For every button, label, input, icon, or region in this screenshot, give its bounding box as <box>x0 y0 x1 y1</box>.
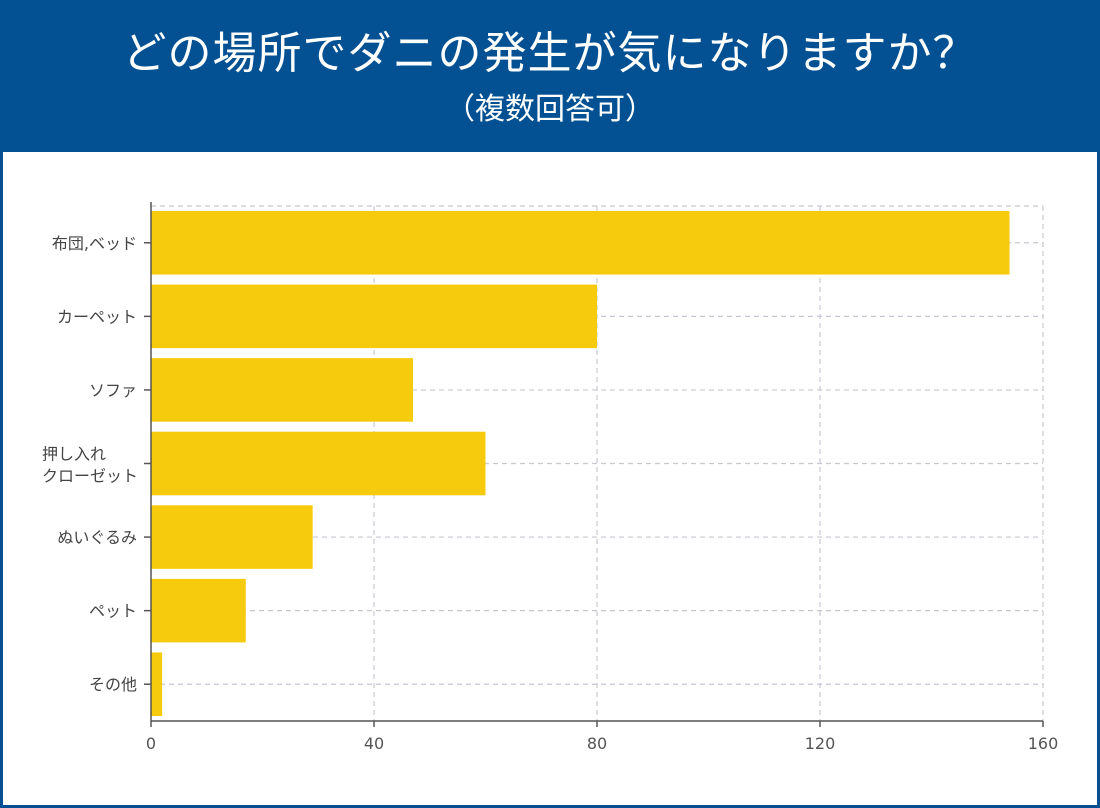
category-label: ぬいぐるみ <box>57 528 137 547</box>
category-label: その他 <box>89 675 137 694</box>
category-label: 押し入れクローゼット <box>42 445 138 486</box>
bar <box>151 578 246 643</box>
bar <box>151 431 486 496</box>
x-tick-label: 80 <box>587 734 607 753</box>
x-tick-label: 0 <box>146 734 156 753</box>
chart-title: どの場所でダニの発生が気になりますか？ <box>122 28 978 79</box>
category-label: カーペット <box>57 307 137 326</box>
category-label-line: 押し入れ <box>42 445 106 464</box>
header-banner: どの場所でダニの発生が気になりますか？ （複数回答可） <box>0 0 1100 152</box>
category-label-line: クローゼット <box>42 467 138 486</box>
bar <box>151 358 414 422</box>
x-tick-label: 160 <box>1028 734 1059 753</box>
bar <box>151 284 597 349</box>
bar <box>151 652 163 716</box>
category-label: ペット <box>89 602 137 621</box>
category-label: ソファ <box>89 381 137 400</box>
bar <box>151 211 1010 275</box>
x-tick-label: 120 <box>805 734 836 753</box>
bar <box>151 505 313 569</box>
x-tick-label: 40 <box>364 734 384 753</box>
chart-subtitle: （複数回答可） <box>445 92 655 127</box>
category-label: 布団,ベッド <box>52 234 137 253</box>
